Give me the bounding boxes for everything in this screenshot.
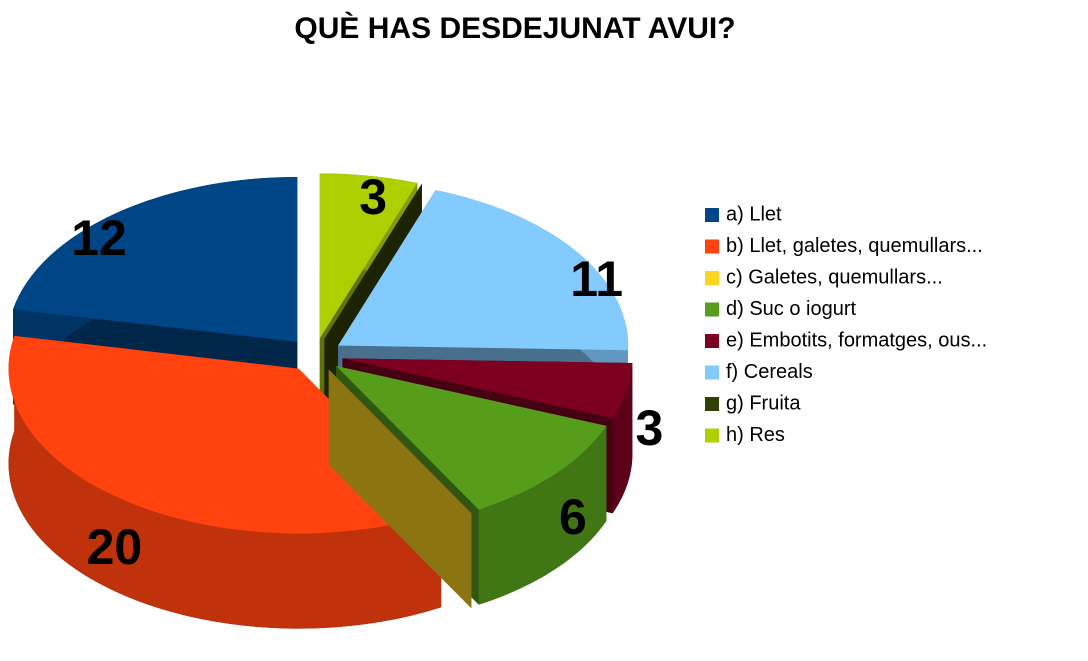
slice (336, 366, 607, 510)
legend-label: b) Llet, galetes, quemullars... (726, 235, 983, 257)
legend-swatch (705, 397, 719, 411)
slice-outer (8, 335, 442, 629)
value-label: 20 (87, 519, 143, 575)
value-label: 11 (570, 251, 623, 307)
value-label: 6 (559, 489, 587, 545)
legend-label: d) Suc o iogurt (726, 298, 857, 320)
legend-label: f) Cereals (726, 361, 813, 383)
legend-swatch (705, 365, 719, 380)
legend-label: h) Res (726, 424, 785, 446)
legend-swatch (705, 271, 719, 285)
pie (8, 173, 633, 629)
slice (338, 190, 629, 351)
value-label: 3 (359, 169, 387, 225)
slice (13, 176, 298, 342)
chart-title: QUÈ HAS DESDEJUNAT AVUI? (294, 11, 735, 45)
legend-swatch (705, 208, 719, 222)
legend-swatch (705, 334, 719, 348)
slice (319, 173, 418, 339)
slice (342, 358, 633, 419)
legend-label: a) Llet (726, 203, 782, 225)
value-label: 3 (635, 400, 663, 456)
slice-side (328, 369, 472, 609)
legend-swatch (705, 428, 719, 443)
legend: a) Llet b) Llet, galetes, quemullars... c)… (705, 203, 987, 446)
value-label: 12 (71, 210, 127, 266)
legend-swatch (705, 239, 719, 254)
legend-swatch (705, 302, 719, 317)
legend-label: c) Galetes, quemullars... (726, 266, 943, 288)
slice-outer (478, 425, 607, 605)
legend-label: e) Embotits, formatges, ous... (726, 329, 987, 351)
slice (8, 335, 442, 534)
slice-outer (612, 363, 633, 514)
legend-label: g) Fruita (726, 392, 801, 414)
